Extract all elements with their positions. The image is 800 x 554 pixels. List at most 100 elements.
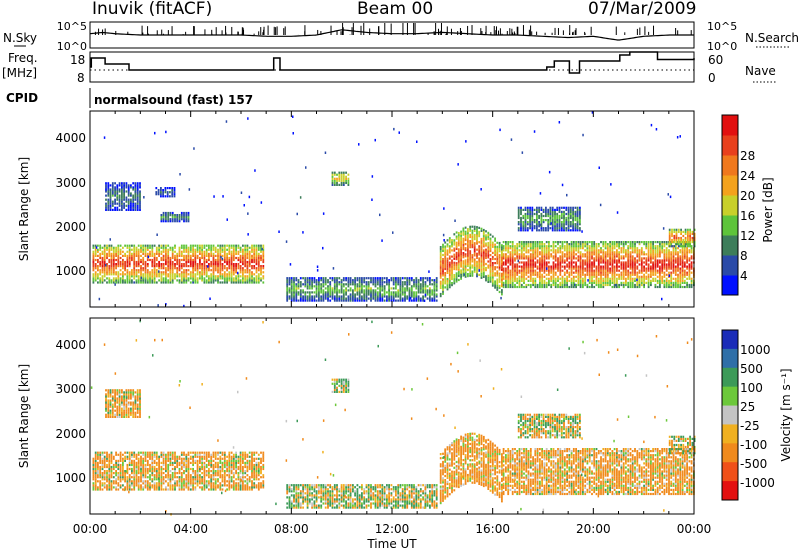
heatmap-cell bbox=[174, 277, 176, 280]
heatmap-cell bbox=[597, 259, 600, 262]
heatmap-cell bbox=[453, 278, 456, 281]
heatmap-cell bbox=[235, 246, 237, 249]
heatmap-cell bbox=[189, 260, 192, 264]
heatmap-cell bbox=[117, 260, 120, 264]
heatmap-cell bbox=[462, 245, 465, 249]
heatmap-cell bbox=[205, 269, 208, 272]
heatmap-cell bbox=[103, 250, 106, 253]
heatmap-cell bbox=[549, 206, 552, 209]
heatmap-cell bbox=[444, 276, 447, 279]
heatmap-cell bbox=[556, 221, 559, 224]
heatmap-cell bbox=[487, 256, 490, 259]
heatmap-cell bbox=[178, 254, 181, 257]
heatmap-cell bbox=[622, 271, 625, 274]
heatmap-cell bbox=[404, 289, 406, 292]
heatmap-cell bbox=[561, 261, 564, 264]
heatmap-cell bbox=[656, 247, 659, 250]
heatmap-cell bbox=[293, 285, 295, 288]
heatmap-cell bbox=[670, 279, 673, 282]
heatmap-cell bbox=[372, 297, 375, 300]
heatmap-cell bbox=[212, 267, 215, 270]
heatmap-cell bbox=[320, 285, 323, 288]
heatmap-cell bbox=[611, 259, 614, 262]
heatmap-cell bbox=[176, 271, 179, 274]
heatmap-cell bbox=[397, 283, 400, 286]
heatmap-cell bbox=[491, 266, 494, 269]
heatmap-cell bbox=[192, 281, 194, 284]
heatmap-cell bbox=[539, 271, 541, 274]
heatmap-cell bbox=[586, 283, 589, 287]
heatmap-cell bbox=[131, 256, 133, 260]
heatmap-cell bbox=[255, 271, 258, 274]
heatmap-cell bbox=[690, 251, 693, 254]
heatmap-cell bbox=[180, 216, 183, 219]
heatmap-cell bbox=[162, 220, 165, 223]
heatmap-cell bbox=[123, 188, 125, 191]
heatmap-cell bbox=[636, 281, 639, 284]
heatmap-cell bbox=[246, 277, 249, 280]
heatmap-cell bbox=[625, 241, 627, 244]
heatmap-cell bbox=[679, 249, 682, 252]
heatmap-cell bbox=[106, 254, 108, 257]
heatmap-cell bbox=[207, 265, 209, 268]
heatmap-cell bbox=[482, 265, 485, 268]
heatmap-cell bbox=[469, 250, 472, 253]
heatmap-cell bbox=[543, 267, 546, 270]
heatmap-cell bbox=[133, 258, 136, 262]
heatmap-cell bbox=[541, 285, 543, 289]
heatmap-cell bbox=[196, 281, 199, 284]
heatmap-cell bbox=[109, 188, 112, 191]
heatmap-cell bbox=[574, 216, 577, 220]
heatmap-cell bbox=[684, 230, 687, 233]
heatmap-cell bbox=[246, 265, 249, 268]
heatmap-cell bbox=[539, 241, 541, 244]
heatmap-cell bbox=[565, 223, 568, 226]
heatmap-cell bbox=[536, 241, 539, 244]
heatmap-cell bbox=[239, 265, 242, 268]
heatmap-cell bbox=[395, 281, 397, 284]
heatmap-cell bbox=[622, 285, 625, 289]
heatmap-cell bbox=[185, 218, 188, 221]
heatmap-cell bbox=[579, 257, 582, 260]
heatmap-cell bbox=[246, 252, 249, 255]
heatmap-cell bbox=[338, 289, 341, 292]
heatmap-cell bbox=[534, 273, 537, 276]
heatmap-cell bbox=[126, 265, 129, 268]
heatmap-cell bbox=[299, 295, 302, 298]
heatmap-cell bbox=[165, 218, 167, 221]
heatmap-cell bbox=[118, 188, 121, 191]
heatmap-cell bbox=[455, 276, 458, 279]
heatmap-cell bbox=[165, 260, 167, 264]
heatmap-cell bbox=[151, 244, 154, 247]
heatmap-cell bbox=[106, 252, 108, 255]
heatmap-cell bbox=[442, 270, 444, 273]
heatmap-cell bbox=[446, 259, 449, 262]
heatmap-cell bbox=[230, 250, 233, 253]
freq-tick-18: 18 bbox=[70, 53, 85, 67]
heatmap-cell bbox=[223, 248, 226, 251]
heatmap-cell bbox=[109, 198, 112, 201]
heatmap-cell bbox=[248, 281, 251, 284]
heatmap-cell bbox=[640, 281, 643, 284]
heatmap-cell bbox=[672, 285, 675, 289]
heatmap-cell bbox=[663, 285, 666, 289]
heatmap-cell bbox=[347, 177, 350, 180]
heatmap-cell bbox=[187, 279, 190, 282]
heatmap-cell bbox=[160, 279, 163, 282]
heatmap-cell bbox=[144, 244, 147, 247]
heatmap-cell bbox=[260, 271, 262, 274]
heatmap-cell bbox=[144, 281, 147, 284]
heatmap-cell bbox=[511, 283, 514, 287]
heatmap-cell bbox=[322, 283, 325, 286]
heatmap-cell bbox=[103, 260, 106, 264]
heatmap-cell bbox=[652, 251, 654, 254]
heatmap-cell bbox=[638, 285, 641, 289]
heatmap-cell bbox=[656, 255, 659, 258]
heatmap-cell bbox=[674, 269, 677, 272]
heatmap-cell bbox=[135, 263, 138, 266]
heatmap-cell bbox=[158, 267, 160, 270]
heatmap-cell bbox=[505, 283, 507, 287]
heatmap-cell bbox=[448, 275, 451, 278]
heatmap-cell bbox=[108, 281, 111, 284]
heatmap-cell bbox=[538, 229, 540, 232]
